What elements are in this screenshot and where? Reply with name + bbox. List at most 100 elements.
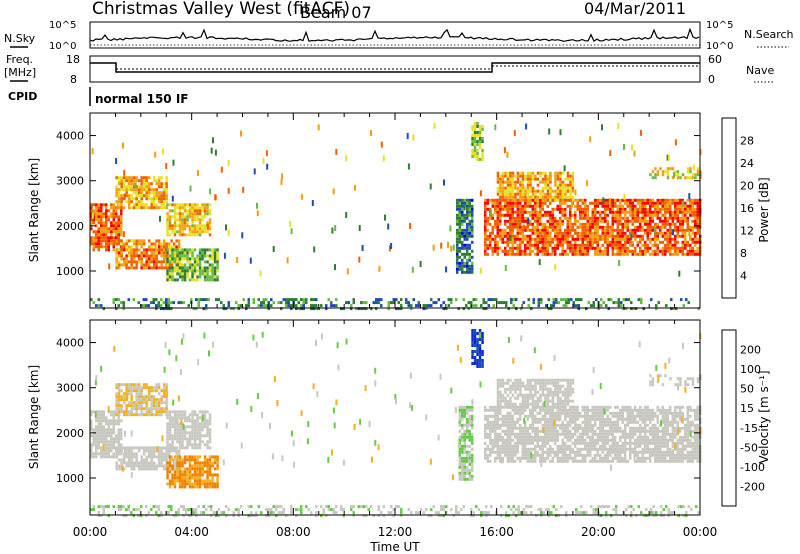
scatter-cell: [671, 210, 674, 214]
scatter-cell: [544, 177, 547, 181]
scatter-cell: [551, 228, 554, 232]
scatter-cell: [682, 304, 685, 308]
scatter-cell: [160, 389, 163, 393]
scatter-cell: [531, 459, 534, 463]
scatter-cell: [137, 467, 141, 471]
scatter-cell: [105, 230, 108, 234]
scatter-cell: [617, 123, 620, 129]
scatter-cell: [574, 198, 577, 202]
scatter-cell: [387, 307, 390, 311]
scatter-cell: [549, 432, 552, 436]
scatter-cell: [487, 304, 490, 308]
scatter-cell: [132, 446, 136, 450]
scatter-cell: [526, 177, 530, 181]
scatter-cell: [214, 194, 217, 201]
scatter-cell: [186, 224, 189, 228]
scatter-cell: [137, 398, 141, 402]
scatter-cell: [611, 198, 614, 202]
scatter-cell: [579, 432, 582, 436]
scatter-cell: [531, 198, 534, 202]
scatter-cell: [484, 213, 487, 217]
scatter-cell: [681, 225, 684, 229]
scatter-cell: [589, 408, 592, 412]
scatter-cell: [125, 389, 128, 393]
scatter-cell: [208, 278, 212, 282]
scatter-cell: [621, 252, 624, 256]
scatter-cell: [473, 335, 477, 338]
scatter-cell: [644, 210, 647, 214]
scatter-cell: [332, 304, 335, 308]
scatter-cell: [461, 243, 464, 247]
scatter-cell: [188, 485, 192, 489]
scatter-cell: [110, 455, 113, 459]
scatter-cell: [466, 267, 469, 271]
scatter-cell: [501, 180, 505, 184]
scatter-cell: [150, 386, 153, 390]
scatter-cell: [540, 301, 543, 305]
scatter-cell: [112, 245, 115, 249]
scatter-cell: [137, 185, 141, 189]
scatter-cell: [198, 266, 202, 270]
scatter-cell: [176, 224, 179, 228]
scatter-cell: [512, 298, 515, 302]
scatter-cell: [370, 307, 373, 311]
scatter-cell: [697, 307, 700, 311]
scatter-cell: [541, 252, 544, 256]
scatter-cell: [165, 458, 168, 462]
scatter-cell: [630, 307, 633, 311]
scatter-cell: [566, 195, 570, 199]
scatter-cell: [491, 228, 494, 232]
scatter-cell: [501, 171, 505, 175]
scatter-cell: [516, 438, 519, 442]
scatter-cell: [165, 307, 168, 311]
scatter-cell: [203, 260, 207, 264]
scatter-cell: [473, 146, 477, 149]
scatter-cell: [504, 252, 507, 256]
scatter-cell: [649, 228, 652, 232]
scatter-cell: [175, 452, 178, 456]
scatter-cell: [387, 223, 390, 230]
scatter-cell: [132, 464, 136, 468]
scatter-cell: [574, 426, 577, 430]
scatter-cell: [529, 219, 532, 223]
scatter-cell: [484, 441, 487, 445]
scatter-cell: [486, 216, 489, 220]
scatter-cell: [97, 239, 100, 243]
scatter-cell: [175, 449, 178, 453]
scatter-cell: [342, 307, 345, 311]
scatter-cell: [152, 251, 156, 255]
scatter-cell: [458, 408, 461, 412]
scatter-cell: [541, 453, 544, 457]
scatter-cell: [189, 185, 192, 192]
scatter-cell: [506, 435, 509, 439]
scatter-cell: [191, 464, 194, 468]
scatter-cell: [265, 298, 268, 302]
scatter-cell: [569, 183, 572, 187]
scatter-cell: [165, 254, 168, 258]
scatter-cell: [524, 249, 527, 253]
scatter-cell: [110, 440, 113, 444]
scatter-cell: [280, 301, 283, 305]
scatter-cell: [646, 228, 649, 232]
scatter-cell: [501, 186, 505, 190]
scatter-cell: [334, 264, 336, 271]
scatter-cell: [564, 435, 567, 439]
scatter-cell: [519, 456, 522, 460]
scatter-cell: [165, 245, 168, 249]
scatter-cell: [135, 461, 138, 465]
scatter-cell: [516, 237, 519, 241]
scatter-cell: [599, 237, 602, 241]
scatter-cell: [586, 447, 589, 451]
scatter-cell: [120, 398, 123, 402]
scatter-cell: [624, 234, 627, 238]
scatter-cell: [456, 213, 459, 217]
scatter-cell: [178, 428, 182, 432]
scatter-cell: [461, 231, 464, 235]
scatter-cell: [155, 386, 158, 390]
scatter-cell: [247, 301, 250, 305]
scatter-cell: [147, 266, 151, 270]
scatter-cell: [112, 230, 115, 234]
scatter-cell: [646, 222, 649, 226]
scatter-cell: [247, 304, 250, 308]
scatter-cell: [178, 485, 182, 489]
